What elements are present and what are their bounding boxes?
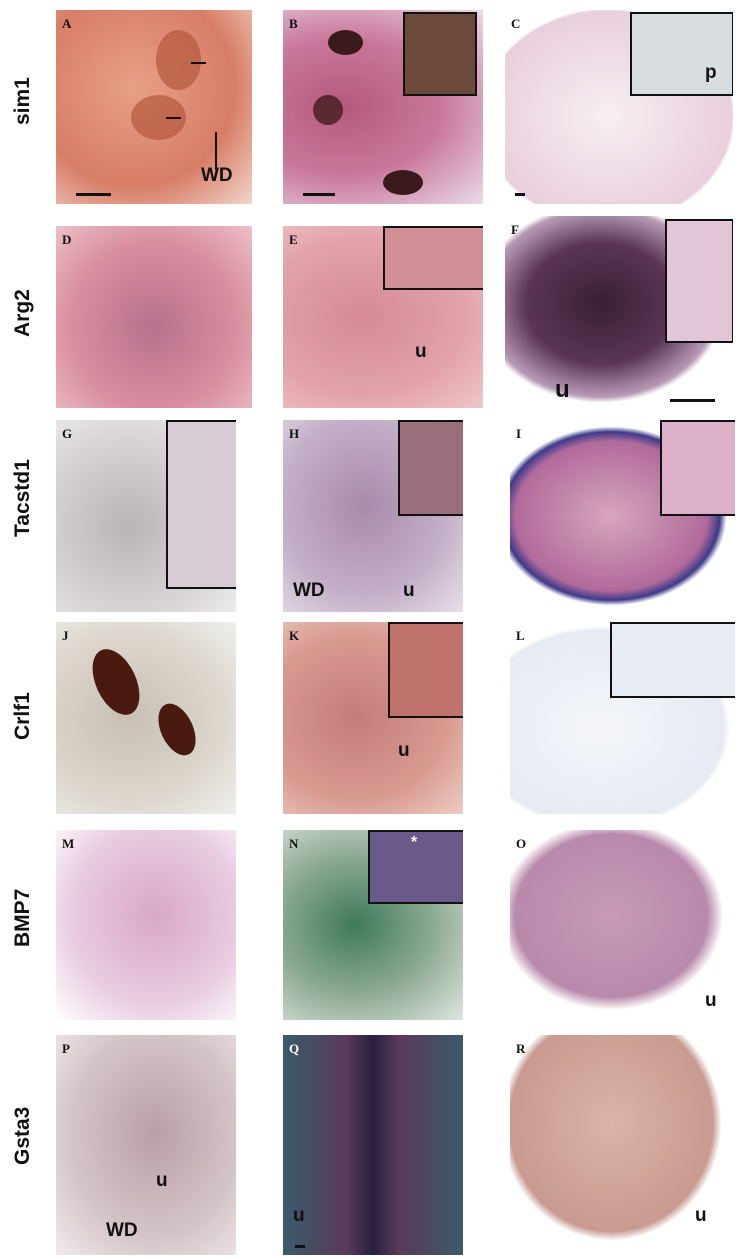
row-label-bmp7: BMP7	[11, 888, 34, 947]
panel-a: A WD	[56, 10, 252, 204]
inset	[403, 12, 477, 96]
panel-o: O u	[510, 830, 735, 1020]
panel-b: B	[283, 10, 483, 204]
panel-i: I	[510, 420, 735, 612]
panel-c: C p	[505, 10, 733, 204]
panel-letter: M	[62, 836, 75, 851]
panel-j: J	[56, 622, 236, 814]
panel-letter: J	[62, 628, 69, 643]
panel-l: L	[510, 622, 735, 814]
panel-letter: O	[516, 836, 527, 851]
annotation-asterisk: *	[411, 834, 418, 851]
panel-letter: P	[62, 1041, 70, 1056]
panel-letter: R	[516, 1041, 526, 1056]
annotation-u: u	[398, 740, 410, 761]
panel-letter: H	[289, 426, 300, 441]
annotation-p: p	[705, 62, 717, 83]
panel-letter: I	[516, 426, 522, 441]
panel-g: G	[56, 420, 236, 612]
panel-d: D	[56, 226, 252, 408]
panel-letter: A	[62, 16, 72, 31]
inset	[665, 219, 733, 343]
panel-letter: C	[511, 16, 521, 31]
panel-h: H WD u	[283, 420, 463, 612]
panel-m: M	[56, 830, 236, 1020]
panel-letter: G	[62, 426, 73, 441]
row-label-gsta3: Gsta3	[11, 1106, 34, 1165]
panel-letter: K	[289, 628, 300, 643]
inset	[383, 226, 483, 290]
panel-letter: E	[289, 232, 298, 247]
row-label-crlf1: Crlf1	[11, 692, 34, 740]
row-label-tacstd1: Tacstd1	[11, 459, 34, 537]
panel-f: F u	[505, 216, 733, 410]
panel-r: R u	[510, 1035, 735, 1255]
annotation-u: u	[555, 376, 570, 403]
panel-p: P u WD	[56, 1035, 236, 1255]
annotation-wd: WD	[293, 580, 325, 601]
inset	[610, 622, 735, 698]
panel-letter: B	[289, 16, 298, 31]
row-label-arg2: Arg2	[11, 289, 34, 337]
row-label-sim1: sim1	[11, 77, 34, 125]
inset	[388, 622, 463, 718]
panel-letter: Q	[289, 1041, 300, 1056]
arrow-icons	[166, 62, 217, 170]
panel-k: K u	[283, 622, 463, 814]
annotation-u: u	[156, 1170, 168, 1191]
scale-bar	[515, 193, 525, 196]
scale-bar	[303, 193, 335, 196]
scale-bar	[670, 399, 715, 402]
annotation-wd: WD	[201, 165, 233, 186]
annotation-wd: WD	[106, 1220, 138, 1241]
annotation-u: u	[293, 1205, 305, 1226]
panel-e: E u	[283, 226, 483, 408]
panel-n: N *	[283, 830, 463, 1020]
panel-letter: N	[289, 836, 299, 851]
annotation-u: u	[403, 580, 415, 601]
panel-letter: L	[516, 628, 525, 643]
scale-bar	[76, 193, 111, 196]
panel-letter: D	[62, 232, 72, 247]
annotation-u: u	[695, 1205, 707, 1226]
annotation-u: u	[705, 990, 717, 1011]
annotation-u: u	[415, 341, 427, 362]
inset	[166, 420, 236, 589]
inset	[630, 12, 733, 96]
inset	[660, 420, 735, 516]
inset	[368, 830, 463, 904]
panel-q: Q u	[283, 1035, 463, 1255]
panel-letter: F	[511, 222, 519, 237]
inset	[398, 420, 463, 516]
scale-bar	[295, 1245, 305, 1248]
